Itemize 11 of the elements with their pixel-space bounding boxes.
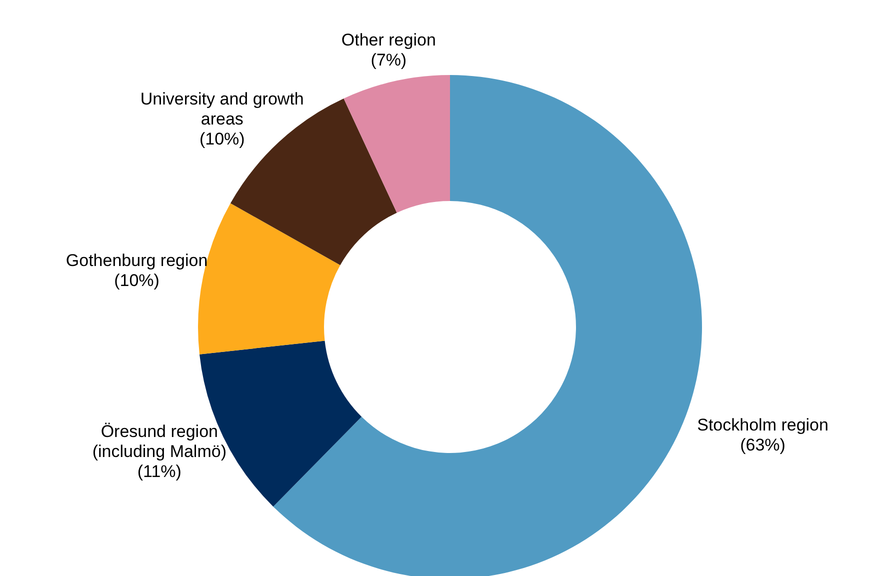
data-label: (10%) <box>114 270 160 290</box>
slice-label: Gothenburg region <box>66 250 208 270</box>
slice-label: Stockholm region <box>697 416 828 435</box>
data-label: (63%) <box>740 436 786 455</box>
slice-label: Öresund region (including Malmö) <box>92 422 226 461</box>
data-label: (11%) <box>137 462 182 481</box>
data-label: (10%) <box>199 130 245 149</box>
data-label: (7%) <box>370 50 407 70</box>
slice-label: University and growth areas <box>140 90 304 129</box>
slice-label: Other region <box>341 30 436 50</box>
donut-slice <box>344 75 450 213</box>
